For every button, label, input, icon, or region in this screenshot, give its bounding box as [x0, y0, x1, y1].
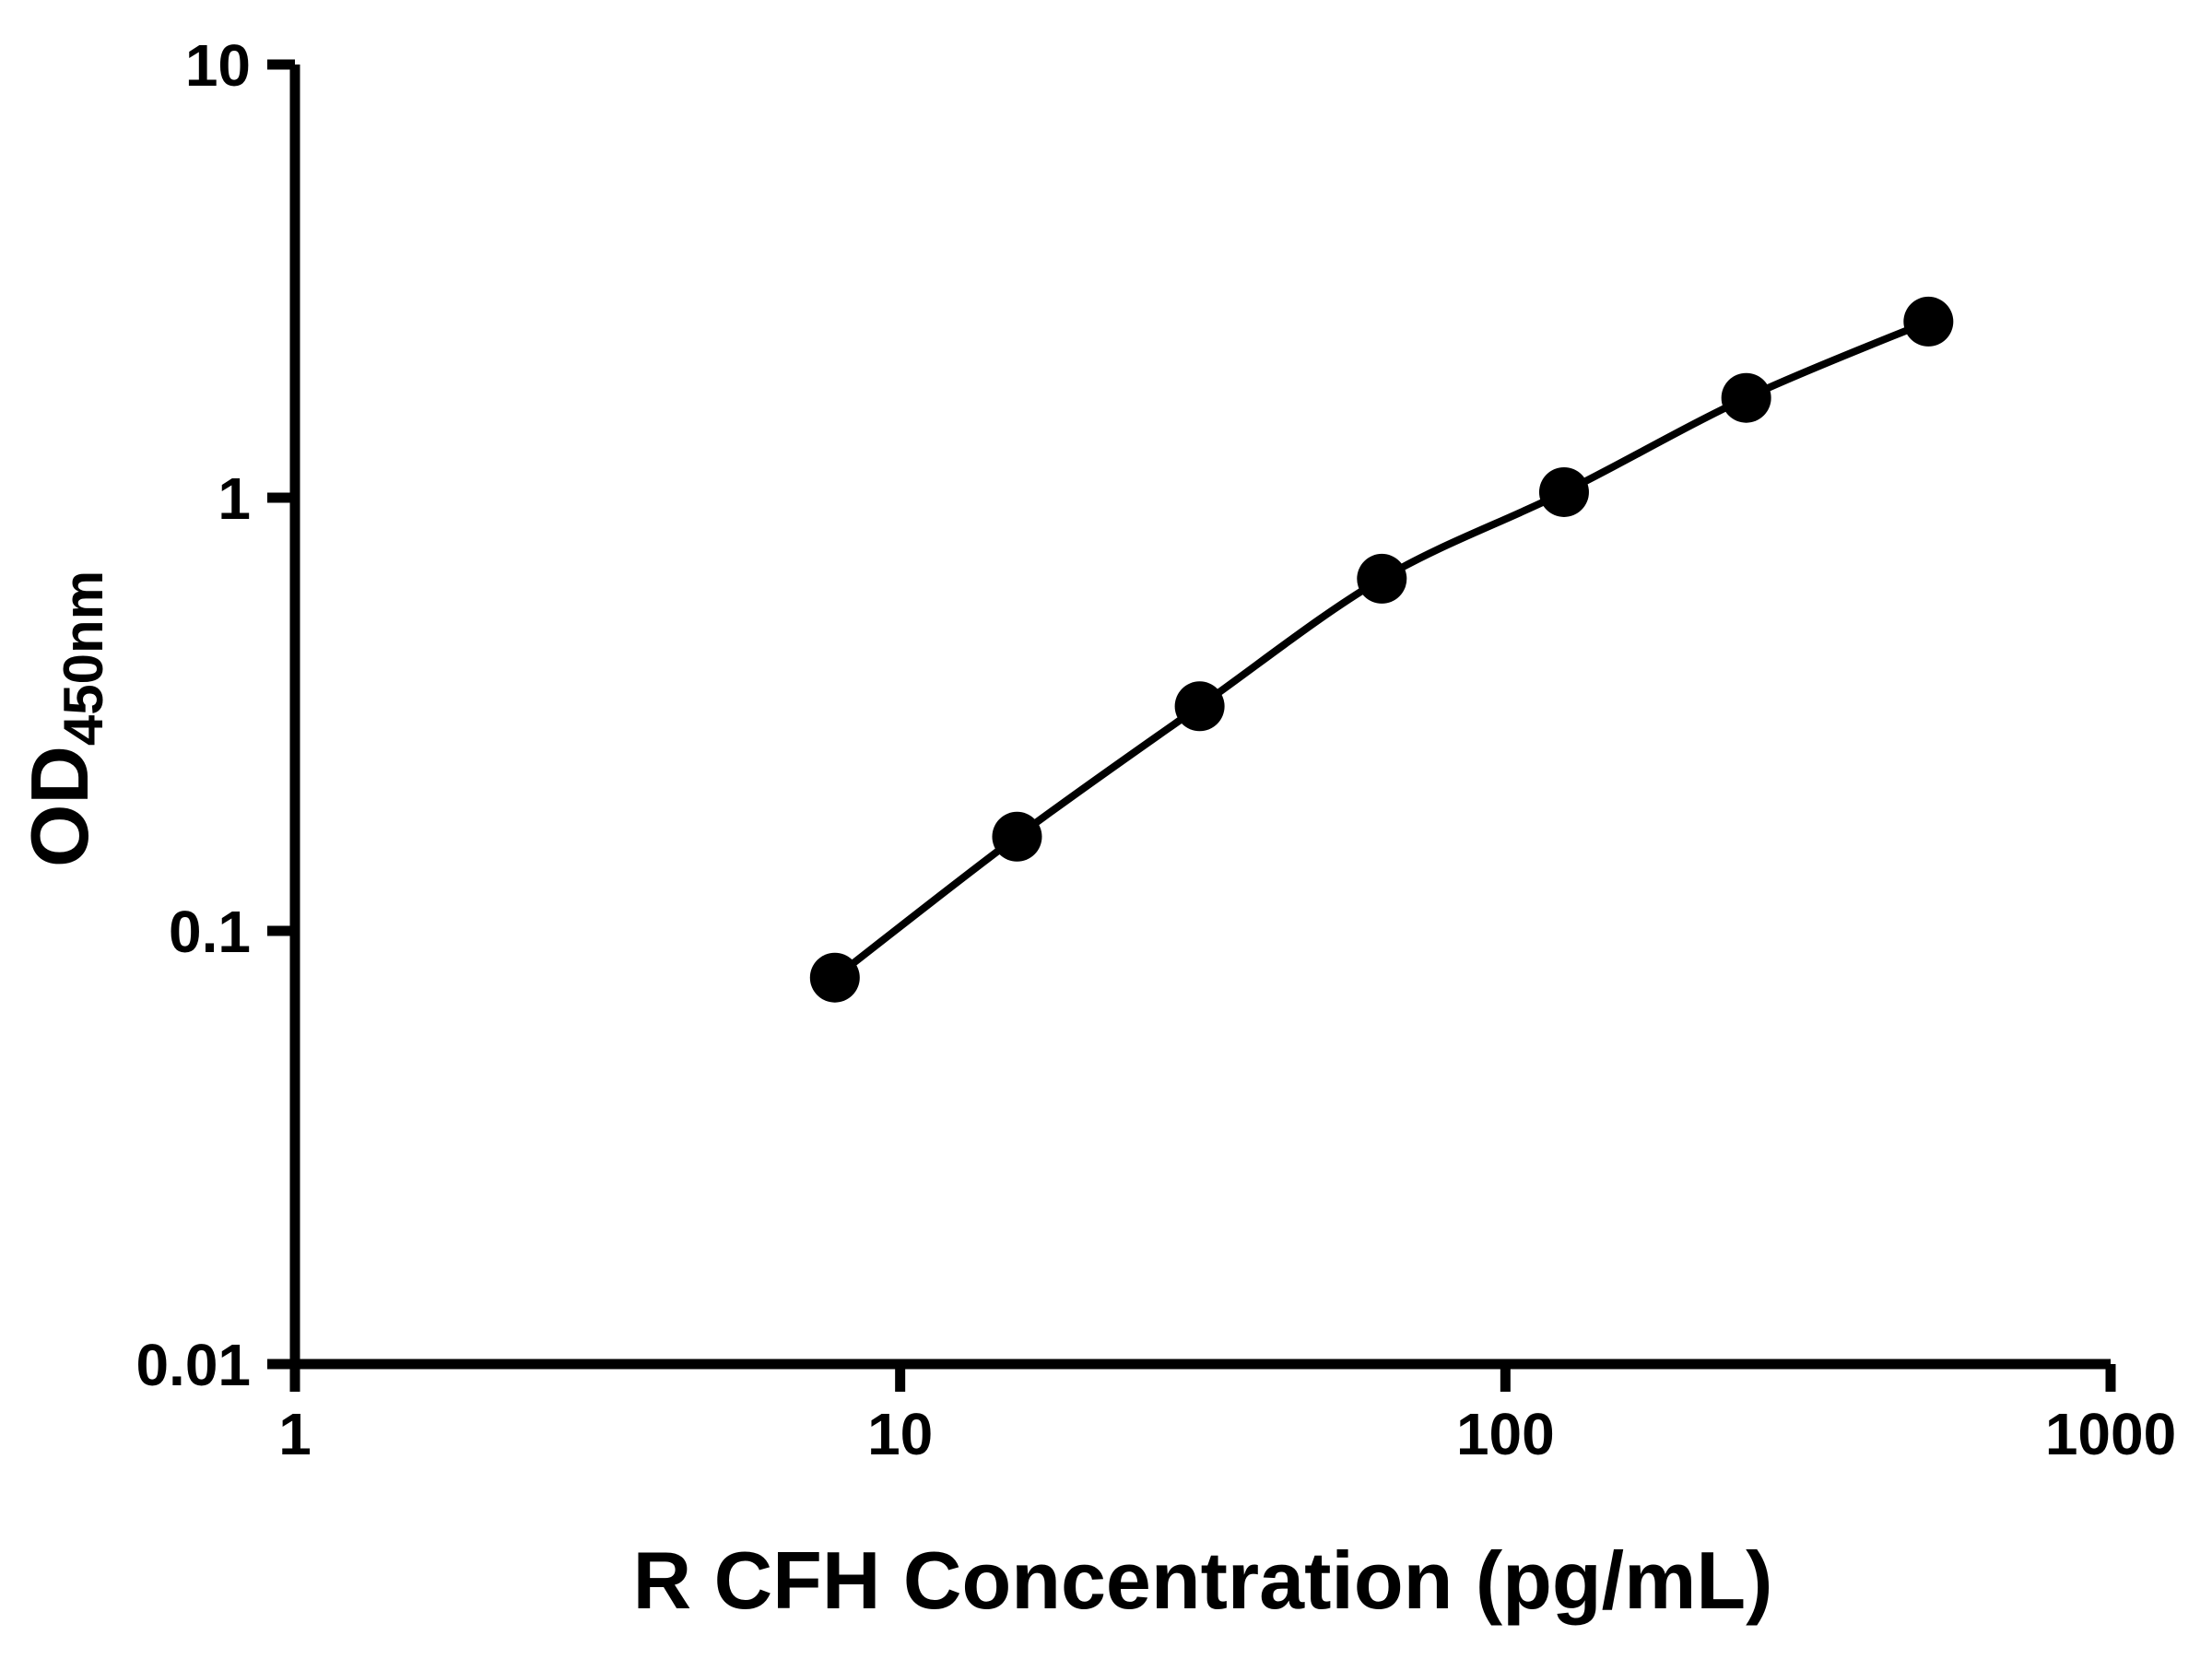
- x-tick-label: 10: [867, 1401, 933, 1467]
- data-point: [992, 811, 1042, 862]
- plot-area: 1 10 100 1000 0.01 0.1 1 10: [135, 32, 2176, 1467]
- y-tick-label: 1: [218, 465, 251, 532]
- data-point: [809, 952, 860, 1003]
- x-tick-label: 1000: [2045, 1401, 2176, 1467]
- y-tick-label: 0.1: [169, 899, 251, 965]
- x-tick-label: 100: [1456, 1401, 1555, 1467]
- data-point: [1538, 466, 1589, 517]
- data-point: [1174, 681, 1225, 732]
- data-point: [1903, 296, 1954, 347]
- y-axis-title-main: OD: [14, 746, 105, 867]
- data-point: [1721, 372, 1771, 423]
- y-axis-title-sub: 450nm: [53, 571, 114, 746]
- x-axis-title: R CFH Concentration (pg/mL): [633, 1535, 1773, 1626]
- y-tick-label: 10: [185, 32, 251, 99]
- x-tick-label: 1: [278, 1401, 312, 1467]
- data-point: [1357, 553, 1407, 604]
- standard-curve-line: [830, 317, 1933, 982]
- y-axis-title: OD450nm: [14, 571, 114, 867]
- y-tick-label: 0.01: [135, 1332, 251, 1398]
